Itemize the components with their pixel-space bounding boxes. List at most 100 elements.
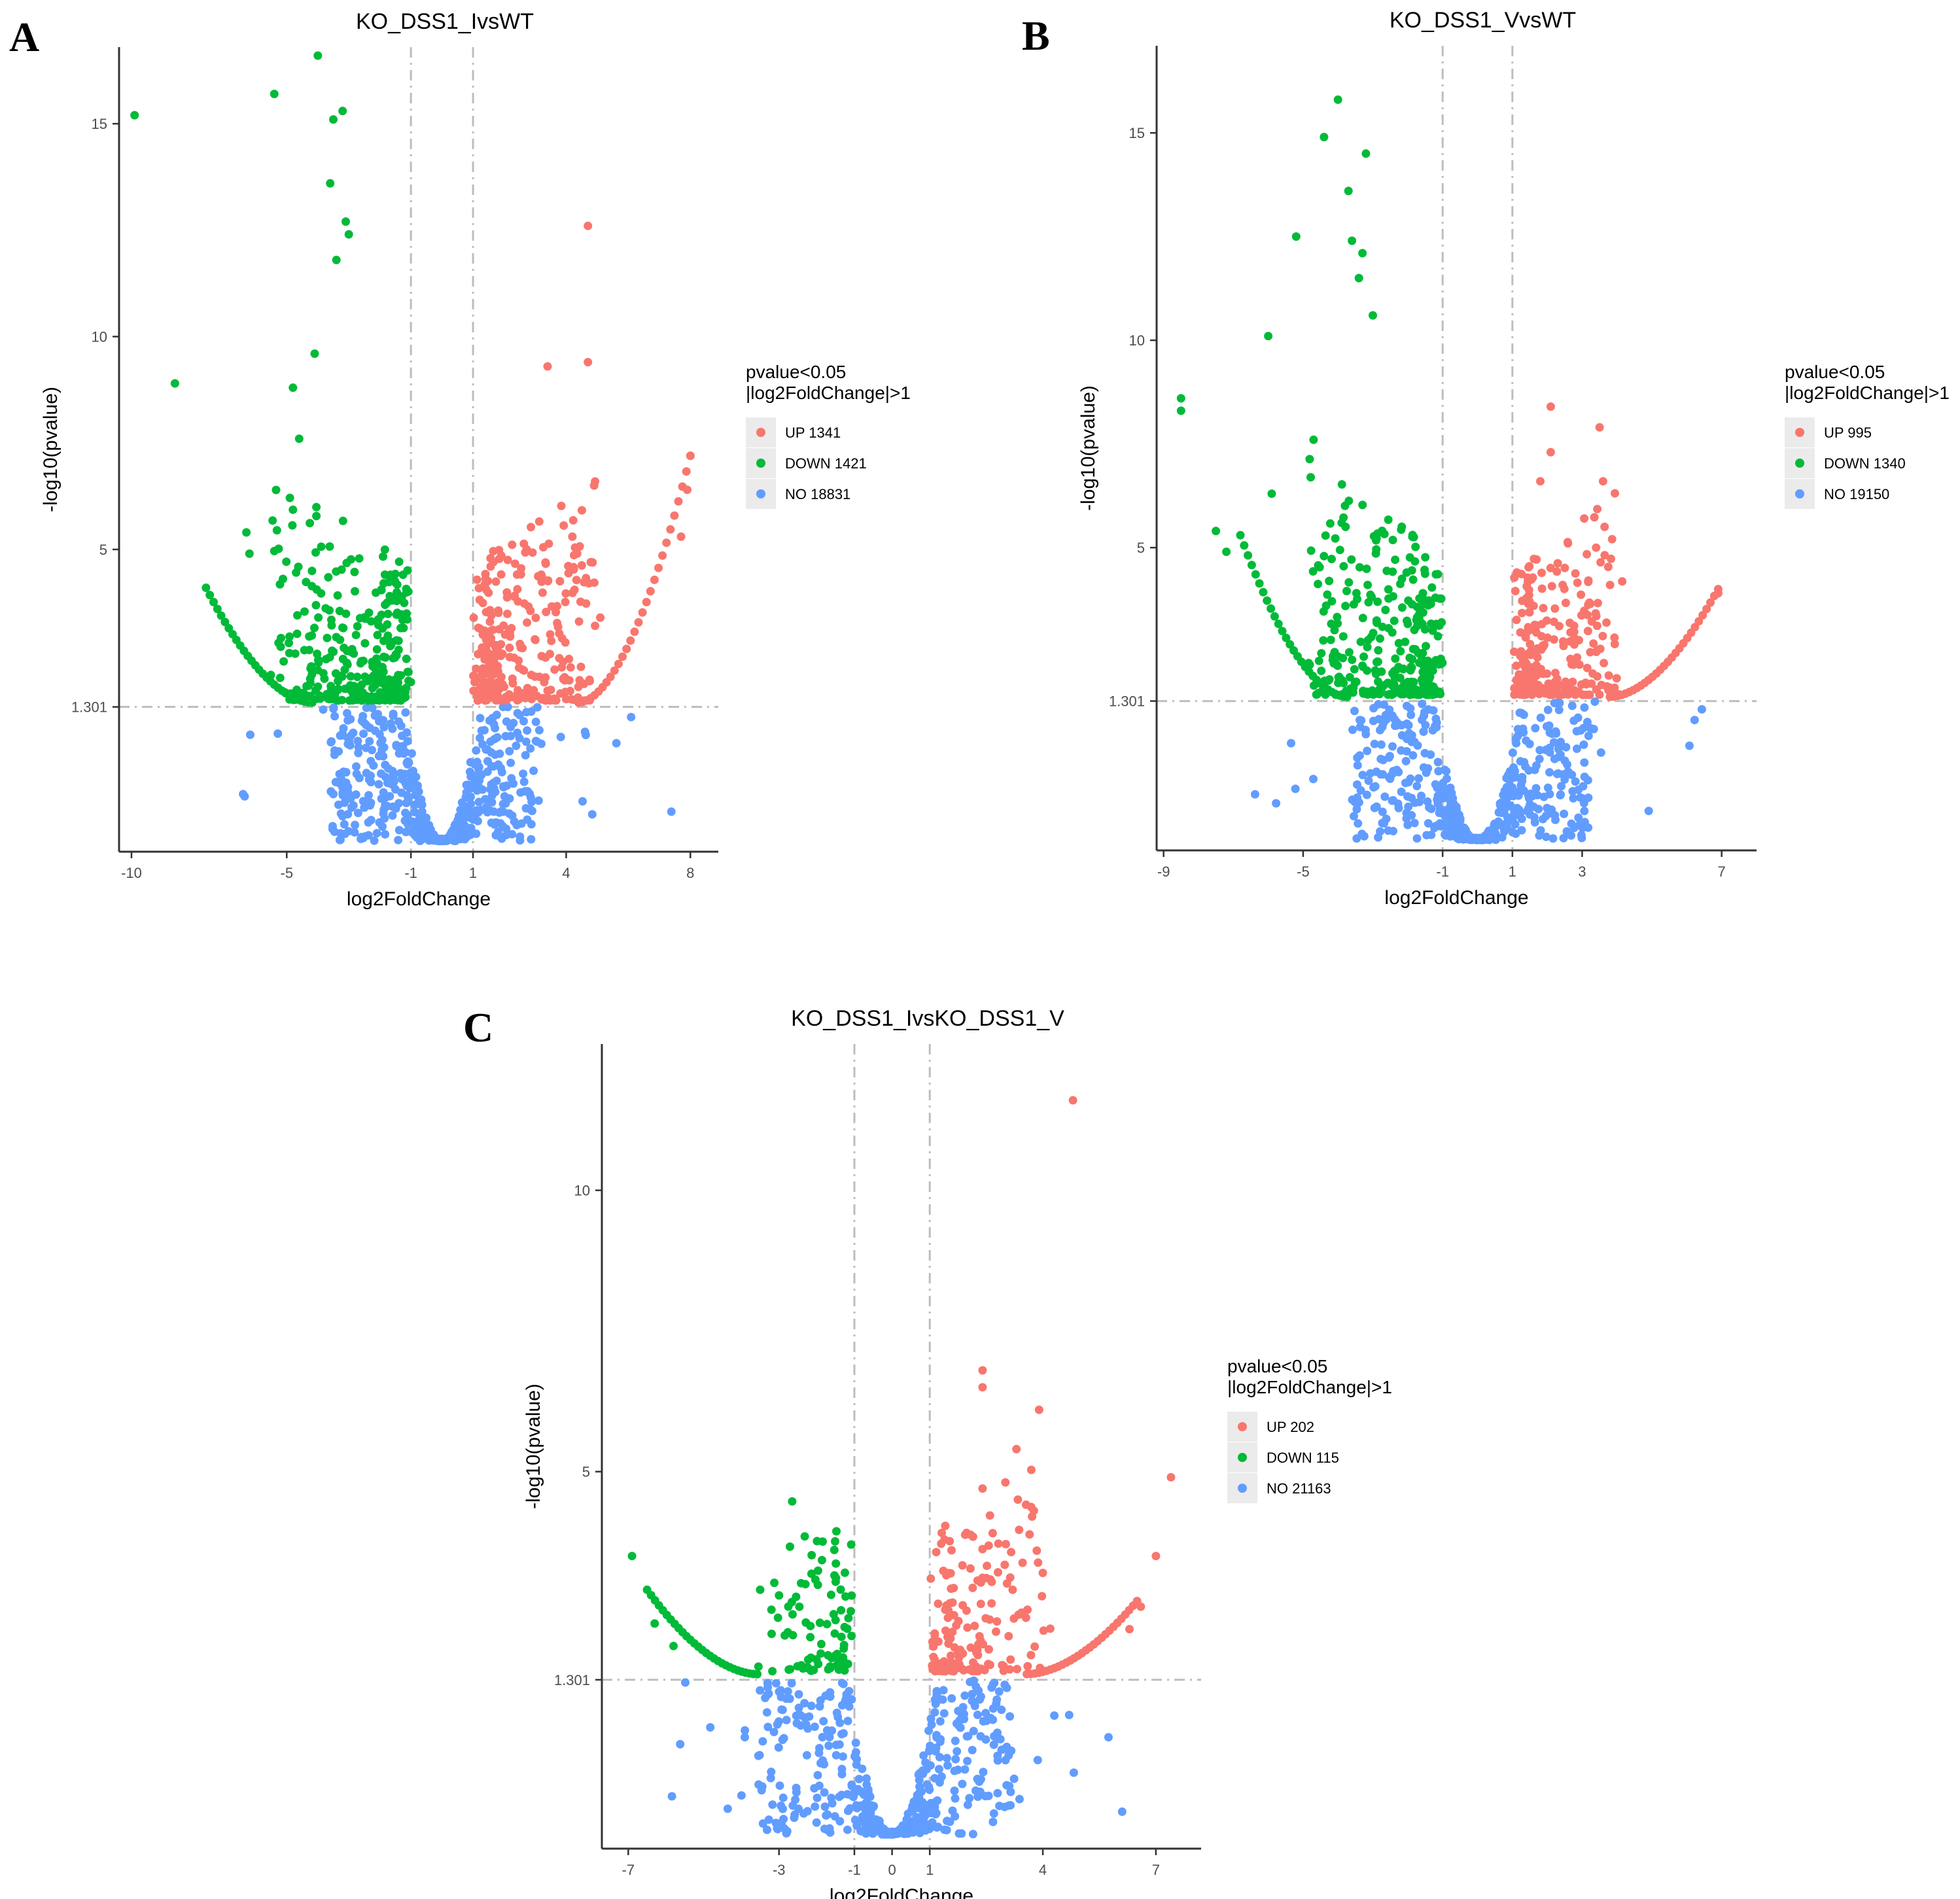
point-no [1518,773,1527,782]
point-no [1543,705,1552,714]
point-down [843,1624,852,1633]
point-no [1454,821,1463,830]
point-no [1429,706,1438,715]
point-up [577,561,586,570]
point-down [800,1532,809,1541]
point-up [559,674,568,684]
point-no [1406,774,1415,783]
point-no [1434,767,1443,776]
point-up [998,1661,1007,1669]
point-no [938,1695,947,1704]
point-no [822,1825,831,1834]
point-no [989,1809,998,1818]
point-up [1592,621,1601,631]
point-down [1433,632,1443,641]
point-down [1251,570,1260,579]
point-up [954,1647,962,1656]
point-up [1586,648,1595,657]
point-up [1006,1573,1015,1582]
point-up [566,663,575,672]
point-up [486,678,495,687]
point-down [394,636,403,646]
point-up [1007,1548,1016,1557]
point-no [904,1826,913,1836]
point-no [1519,786,1528,795]
point-no [1426,750,1435,759]
point-no [1001,1756,1010,1765]
point-up [978,1383,987,1392]
point-no [968,1830,977,1839]
point-up [485,617,495,626]
point-no [612,739,621,748]
point-up [985,1615,994,1624]
legend-title-line: pvalue<0.05 [1227,1356,1327,1376]
point-up [947,1584,956,1594]
point-up [569,515,578,525]
point-up [1012,1444,1021,1454]
point-up [564,561,573,570]
point-no [1354,819,1363,828]
point-no [1467,833,1476,843]
point-down [1427,619,1435,628]
point-up [1581,678,1590,688]
point-no [512,741,521,750]
point-up [531,672,540,681]
legend-swatch-up [756,428,765,437]
point-no [1504,792,1513,801]
point-up [564,568,573,578]
point-up [662,538,671,548]
point-up [483,576,493,585]
x-tick-label: -5 [281,865,294,881]
point-up [962,1528,971,1537]
point-no [1535,746,1545,755]
point-no [947,1694,956,1703]
point-no [1420,708,1429,717]
point-up [1592,612,1601,621]
x-axis-title: log2FoldChange [1384,887,1528,909]
point-up [497,640,506,649]
point-no [1414,774,1424,783]
point-no [819,1716,828,1726]
point-no [831,1741,841,1749]
point-no [1508,748,1517,758]
point-no [580,727,589,737]
point-no [506,758,516,767]
point-no [340,820,349,829]
point-up [1013,1665,1022,1673]
point-up [968,1667,977,1676]
point-up [1698,611,1707,619]
point-no [953,1747,962,1756]
point-no [354,742,363,752]
point-down [346,672,355,681]
point-down [361,691,370,701]
point-up [1005,1665,1014,1674]
point-no [556,733,565,742]
legend-label-no: NO 21163 [1267,1480,1331,1497]
point-no [835,1718,845,1728]
point-no [1002,1781,1011,1790]
point-no [741,1733,749,1742]
point-down [1380,529,1389,538]
point-no [531,718,540,726]
point-no [1272,799,1281,808]
point-down [360,638,370,648]
point-no [504,809,514,818]
point-down [379,579,388,588]
point-no [838,1752,847,1761]
point-no [1352,834,1361,843]
point-no [875,1824,884,1833]
point-down [1350,665,1359,674]
point-up [1584,578,1593,586]
point-no [527,820,536,829]
legend-swatch-no [1238,1484,1247,1493]
legend-title-line: |log2FoldChange|>1 [1227,1377,1392,1397]
point-up [1561,599,1570,608]
point-no [379,805,389,814]
point-no [1424,819,1433,828]
point-no [396,769,405,778]
point-no [529,766,538,775]
point-down [334,696,343,705]
point-down [372,645,381,654]
point-no [1539,814,1547,824]
y-tick-label: 5 [582,1464,590,1480]
